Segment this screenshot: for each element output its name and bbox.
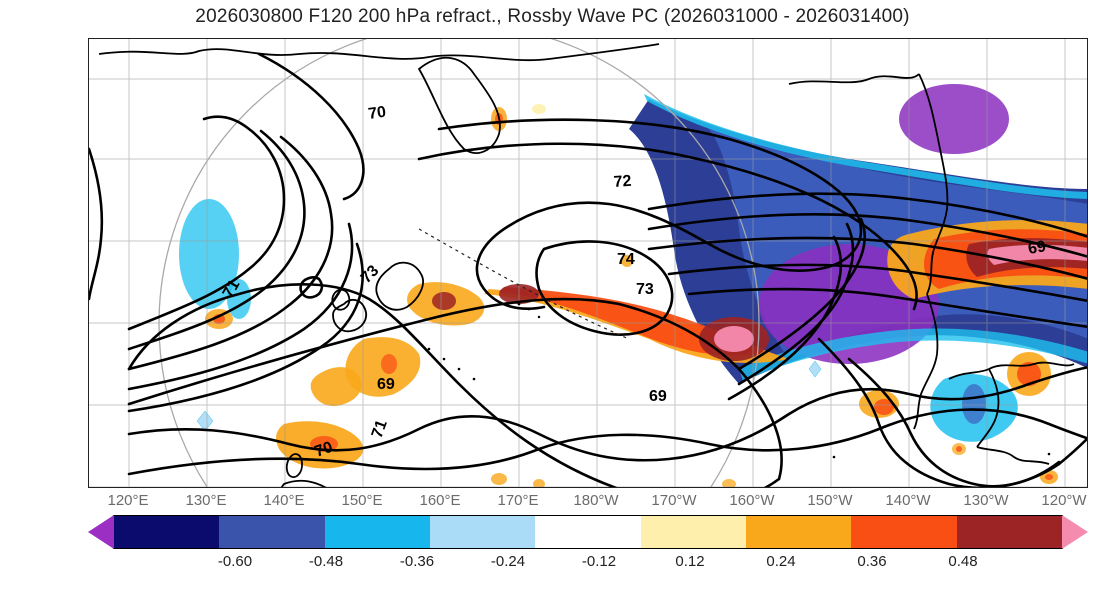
xtick-120W: 120°W <box>1041 492 1086 509</box>
colorbar-segment-8 <box>957 515 1062 549</box>
xtick-170W: 170°W <box>651 492 696 509</box>
svg-text:70: 70 <box>367 104 387 123</box>
colorbar-segment-7 <box>851 515 956 549</box>
colorbar: -0.60 -0.48 -0.36 -0.24 -0.12 0.12 0.24 … <box>88 515 1088 579</box>
colorbar-segment-3 <box>430 515 535 549</box>
map-svg: 70 71 73 71 72 74 73 69 69 70 69 <box>89 39 1088 488</box>
weather-map-app: 2026030800 F120 200 hPa refract., Rossby… <box>0 0 1105 604</box>
xtick-150E: 150°E <box>341 492 382 509</box>
xtick-160E: 160°E <box>419 492 460 509</box>
colorbar-tip-high <box>1062 515 1088 549</box>
xtick-150W: 150°W <box>807 492 852 509</box>
cb-tick-7: 0.36 <box>857 553 886 570</box>
map-plot-area: 70 71 73 71 72 74 73 69 69 70 69 70°N 60… <box>88 38 1088 488</box>
colorbar-ticks: -0.60 -0.48 -0.36 -0.24 -0.12 0.12 0.24 … <box>88 553 1088 579</box>
cb-tick-3: -0.24 <box>491 553 525 570</box>
svg-text:74: 74 <box>617 251 635 268</box>
colorbar-segment-6 <box>746 515 851 549</box>
xtick-180W: 180°W <box>573 492 618 509</box>
cb-tick-5: 0.12 <box>675 553 704 570</box>
svg-text:73: 73 <box>636 281 654 298</box>
xtick-170E: 170°E <box>497 492 538 509</box>
cb-tick-8: 0.48 <box>948 553 977 570</box>
svg-text:69: 69 <box>1027 238 1048 258</box>
colorbar-tip-low <box>88 515 114 549</box>
colorbar-row <box>88 515 1088 549</box>
xtick-130W: 130°W <box>963 492 1008 509</box>
xtick-160W: 160°W <box>729 492 774 509</box>
svg-text:72: 72 <box>613 173 632 191</box>
cb-tick-4: -0.12 <box>582 553 616 570</box>
cb-tick-0: -0.60 <box>218 553 252 570</box>
svg-text:69: 69 <box>649 388 667 405</box>
xtick-140E: 140°E <box>263 492 304 509</box>
colorbar-segment-0 <box>114 515 219 549</box>
colorbar-segment-4 <box>535 515 640 549</box>
cb-tick-1: -0.48 <box>309 553 343 570</box>
xtick-140W: 140°W <box>885 492 930 509</box>
cb-tick-6: 0.24 <box>766 553 795 570</box>
colorbar-segment-2 <box>325 515 430 549</box>
svg-text:69: 69 <box>377 376 395 393</box>
colorbar-segment-5 <box>641 515 746 549</box>
cb-tick-2: -0.36 <box>400 553 434 570</box>
chart-title: 2026030800 F120 200 hPa refract., Rossby… <box>0 6 1105 28</box>
colorbar-segment-1 <box>219 515 324 549</box>
xtick-120E: 120°E <box>107 492 148 509</box>
xtick-130E: 130°E <box>185 492 226 509</box>
